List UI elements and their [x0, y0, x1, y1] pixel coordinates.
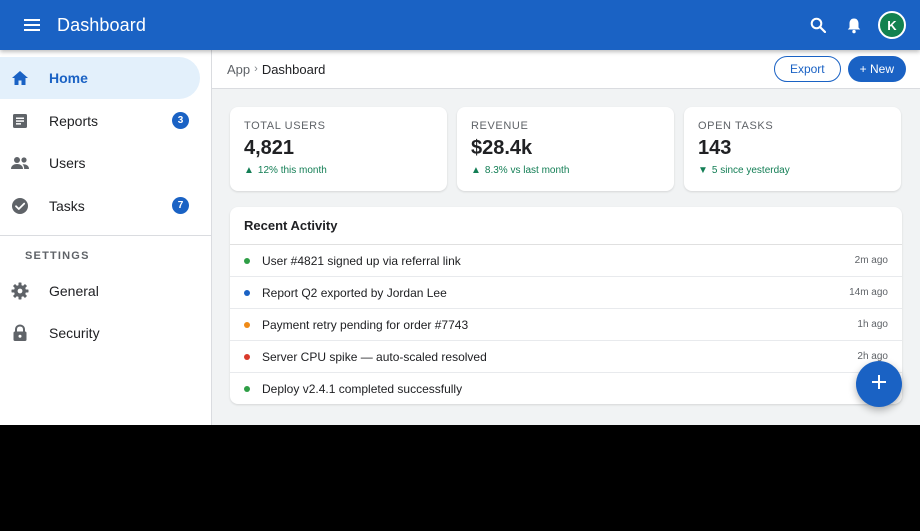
breadcrumb-current: Dashboard	[261, 61, 326, 77]
letterbox-bar	[0, 425, 920, 531]
report-icon	[10, 111, 30, 131]
stat-label: OPEN TASKS	[698, 120, 774, 132]
activity-text: Deploy v2.4.1 completed successfully	[262, 382, 463, 396]
count-badge: 7	[172, 197, 189, 214]
new-button[interactable]: + New	[847, 56, 906, 82]
sidebar-item-label: Tasks	[49, 197, 85, 214]
breadcrumb-separator: ›	[254, 63, 258, 75]
sidebar-item-security[interactable]: Security	[0, 312, 200, 354]
toolbar-actions: Export + New	[773, 56, 906, 82]
trend-up-icon: ▲	[471, 165, 481, 176]
status-dot	[244, 353, 250, 360]
sidebar-item-label: Home	[49, 70, 88, 86]
status-dot	[244, 386, 250, 392]
export-button[interactable]: Export	[773, 56, 841, 82]
trend-up-icon: ▲	[244, 165, 254, 176]
activity-row[interactable]: Deploy v2.4.1 completed successfully	[230, 373, 902, 404]
activity-text: Server CPU spike — auto-scaled resolved	[262, 349, 487, 364]
sidebar-item-label: Security	[49, 325, 100, 341]
sidebar-item-users[interactable]: Users	[0, 142, 200, 184]
stat-label: REVENUE	[471, 120, 529, 132]
recent-activity-title: Recent Activity	[230, 207, 902, 245]
activity-time: 14m ago	[849, 287, 888, 298]
activity-row[interactable]: User #4821 signed up via referral link 2…	[230, 245, 902, 277]
menu-icon[interactable]	[20, 13, 44, 37]
page-title: Dashboard	[57, 14, 146, 35]
top-app-bar: Dashboard K	[0, 0, 920, 50]
stat-cards: TOTAL USERS 4,821 ▲ 12% this month REVEN…	[230, 107, 901, 191]
sidebar-item-label: Users	[49, 155, 86, 171]
search-icon[interactable]	[806, 13, 830, 37]
stat-delta: ▲ 12% this month	[244, 165, 433, 176]
home-icon	[10, 68, 30, 88]
main-content: App › Dashboard Export + New TOTAL USERS…	[212, 50, 920, 425]
sidebar-divider	[0, 234, 211, 236]
sidebar: Home Reports 3 Users Tasks 7	[0, 50, 212, 425]
stat-delta: ▲ 8.3% vs last month	[471, 165, 660, 176]
check-circle-icon	[10, 196, 30, 216]
stat-delta: ▼ 5 since yesterday	[698, 165, 887, 176]
activity-text: Payment retry pending for order #7743	[262, 317, 469, 332]
avatar[interactable]: K	[878, 11, 906, 39]
sidebar-item-label: General	[49, 282, 99, 299]
lock-icon	[10, 323, 30, 343]
trend-down-icon: ▼	[698, 165, 708, 176]
recent-activity-card: Recent Activity User #4821 signed up via…	[230, 207, 902, 404]
plus-icon	[871, 374, 887, 395]
activity-time: 1h ago	[857, 319, 888, 330]
sidebar-item-reports[interactable]: Reports 3	[0, 100, 200, 142]
stat-delta-text: 8.3% vs last month	[484, 165, 570, 176]
sidebar-item-label: Reports	[49, 112, 99, 129]
bell-icon[interactable]	[842, 13, 866, 37]
stat-label: TOTAL USERS	[244, 120, 326, 132]
activity-row[interactable]: Server CPU spike — auto-scaled resolved …	[230, 341, 902, 373]
stat-value: $28.4k	[471, 137, 533, 159]
stat-delta-text: 12% this month	[257, 165, 327, 176]
settings-section-title: SETTINGS	[25, 249, 90, 262]
status-dot	[244, 289, 250, 296]
activity-text: User #4821 signed up via referral link	[262, 253, 461, 268]
count-badge: 3	[172, 112, 189, 129]
stat-card-revenue: REVENUE $28.4k ▲ 8.3% vs last month	[457, 107, 674, 191]
stat-value: 4,821	[244, 137, 295, 159]
stat-card-open-tasks: OPEN TASKS 143 ▼ 5 since yesterday	[684, 107, 901, 191]
stat-delta-text: 5 since yesterday	[711, 165, 790, 176]
add-fab-button[interactable]	[856, 361, 902, 407]
activity-text: Report Q2 exported by Jordan Lee	[262, 285, 447, 300]
status-dot	[244, 321, 250, 328]
status-dot	[244, 257, 250, 264]
users-icon	[10, 153, 30, 173]
app-window: Dashboard K Home	[0, 0, 920, 425]
sidebar-nav: Home Reports 3 Users Tasks 7	[0, 50, 211, 227]
activity-time: 2h ago	[857, 351, 888, 362]
stat-card-total-users: TOTAL USERS 4,821 ▲ 12% this month	[230, 107, 447, 191]
activity-row[interactable]: Report Q2 exported by Jordan Lee 14m ago	[230, 277, 902, 309]
stat-value: 143	[698, 137, 732, 159]
breadcrumb-root[interactable]: App	[227, 61, 251, 77]
page-toolbar: App › Dashboard Export + New	[212, 50, 920, 89]
appbar-actions: K	[806, 11, 906, 39]
sidebar-item-tasks[interactable]: Tasks 7	[0, 185, 200, 227]
sidebar-item-home[interactable]: Home	[0, 57, 200, 99]
breadcrumb: App › Dashboard	[227, 62, 325, 77]
activity-row[interactable]: Payment retry pending for order #7743 1h…	[230, 309, 902, 341]
activity-time: 2m ago	[854, 255, 888, 266]
avatar-initial: K	[887, 17, 897, 33]
sidebar-item-general[interactable]: General	[0, 270, 200, 312]
gear-icon	[10, 281, 30, 301]
